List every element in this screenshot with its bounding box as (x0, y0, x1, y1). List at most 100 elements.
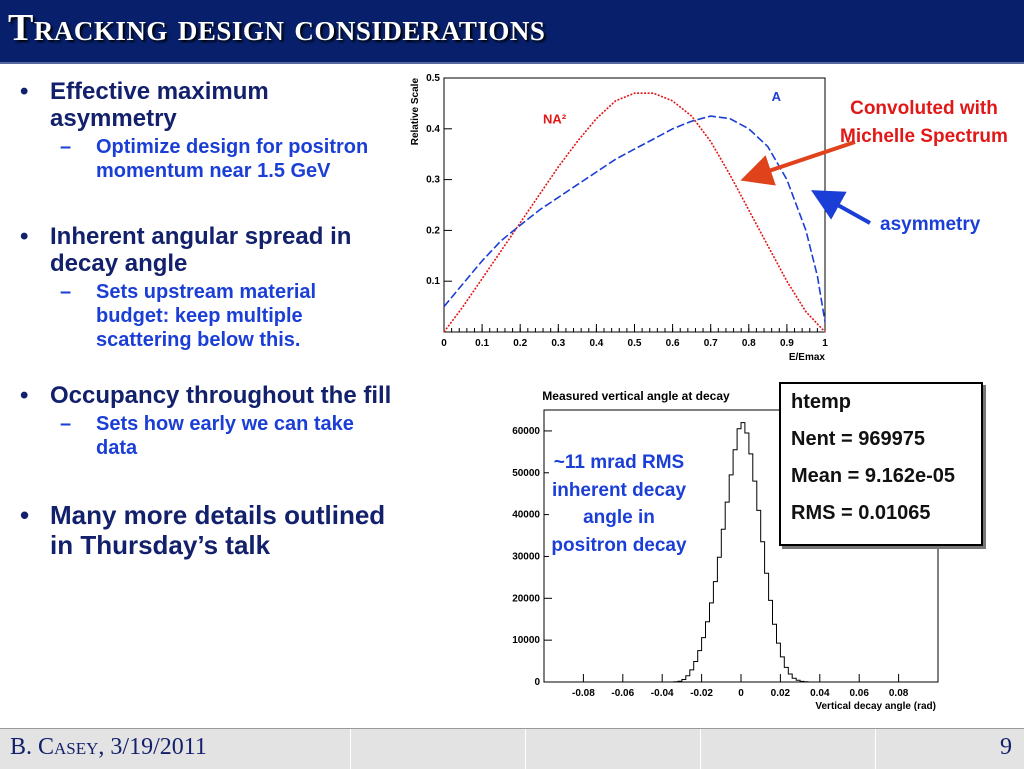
footer: B. Casey, 3/19/2011 9 (0, 728, 1024, 769)
sub-bullet-item: – Sets how early we can take data (14, 412, 394, 460)
histogram-bin (694, 661, 698, 682)
x-tick-label: 0.02 (771, 688, 791, 699)
rms-annotation: ~11 mrad RMS inherent decay angle in pos… (549, 449, 689, 559)
histogram-bin (745, 433, 749, 682)
footer-cell (350, 729, 526, 769)
y-tick-label: 60000 (512, 426, 540, 437)
sub-bullet-symbol: – (60, 135, 71, 159)
x-tick-label: 0.4 (589, 338, 603, 349)
stats-rms: RMS = 0.01065 (781, 495, 981, 532)
x-tick-label: 1 (822, 338, 828, 349)
histogram-bin (682, 679, 686, 682)
bullet-text: Many more details outlined in Thursday’s… (50, 500, 385, 560)
title-bar: Tracking design considerations (0, 0, 1024, 64)
y-tick-label: 20000 (512, 593, 540, 604)
footer-author: B. Casey, 3/19/2011 (10, 734, 207, 761)
histogram-bin (784, 667, 788, 682)
histogram-bin (713, 582, 717, 682)
histogram-title: Measured vertical angle at decay (542, 389, 730, 403)
footer-cell (525, 729, 701, 769)
histogram-bin (725, 502, 729, 682)
histogram-bin (678, 681, 682, 682)
histogram-bin (792, 678, 796, 682)
stats-name: htemp (781, 384, 981, 421)
x-tick-label: 0.7 (704, 338, 718, 349)
sub-bullet-text: Optimize design for positron momentum ne… (96, 136, 368, 182)
x-tick-label: 0.04 (810, 688, 830, 699)
histogram-bin (729, 475, 733, 682)
histogram-bin (776, 643, 780, 682)
bullet-text: Occupancy throughout the fill (50, 382, 391, 409)
histogram-bin (733, 450, 737, 682)
x-tick-label: 0.9 (780, 338, 794, 349)
asymmetry-annotation: asymmetry (880, 214, 980, 236)
series-label: A (772, 89, 782, 104)
histogram-bin (788, 674, 792, 682)
x-tick-label: 0.6 (666, 338, 680, 349)
x-axis-label: E/Emax (789, 352, 826, 363)
histogram-bin (780, 657, 784, 682)
sub-bullet-symbol: – (60, 412, 71, 436)
bullet-symbol: • (20, 382, 28, 409)
y-tick-label: 50000 (512, 468, 540, 479)
histogram-bin (753, 481, 757, 682)
bullet-item: • Effective maximum asymmetry (14, 78, 394, 132)
histogram-bin (698, 651, 702, 682)
series-label: NA² (543, 112, 567, 127)
histogram-bin (796, 680, 800, 682)
histogram-bin (773, 624, 777, 682)
x-tick-label: 0 (738, 688, 744, 699)
sub-bullet-symbol: – (60, 280, 71, 304)
bullet-text: Effective maximum asymmetry (50, 78, 269, 132)
page-number: 9 (1000, 734, 1012, 761)
bullet-symbol: • (20, 500, 29, 530)
x-tick-label: -0.06 (611, 688, 634, 699)
y-tick-label: 0.4 (426, 124, 440, 135)
stats-mean: Mean = 9.162e-05 (781, 458, 981, 495)
histogram-bin (761, 542, 765, 682)
sub-bullet-text: Sets upstream material budget: keep mult… (96, 281, 316, 351)
x-tick-label: 0.3 (551, 338, 565, 349)
sub-bullet-item: – Optimize design for positron momentum n… (14, 135, 394, 183)
sub-bullet-text: Sets how early we can take data (96, 413, 354, 459)
bullet-item: •Inherent angular spread in decay angle (14, 223, 394, 277)
sub-bullet-item: – Sets upstream material budget: keep mul… (14, 280, 394, 352)
y-tick-label: 40000 (512, 510, 540, 521)
x-axis-label: Vertical decay angle (rad) (815, 701, 936, 712)
slide-title: Tracking design considerations (8, 6, 545, 50)
x-tick-label: 0.06 (849, 688, 869, 699)
histogram-bin (757, 510, 761, 682)
histogram-bin (690, 670, 694, 682)
x-tick-label: -0.04 (651, 688, 674, 699)
histogram-bin (709, 603, 713, 682)
y-tick-label: 0.3 (426, 175, 440, 186)
x-tick-label: 0 (441, 338, 447, 349)
bullet-item: • Many more details outlined in Thursday’… (14, 500, 394, 560)
histogram-bin (702, 638, 706, 682)
y-axis-label: Relative Scale (410, 78, 421, 146)
bullet-list: • Effective maximum asymmetry – Optimize d… (14, 78, 394, 560)
histogram-bin (765, 573, 769, 682)
y-tick-label: 0.5 (426, 73, 440, 84)
y-tick-label: 0 (534, 677, 540, 688)
bullet-symbol: • (20, 78, 28, 105)
histogram-bin (686, 676, 690, 682)
histogram-bin (706, 622, 710, 682)
bullet-symbol: • (20, 223, 28, 250)
x-tick-label: 0.2 (513, 338, 527, 349)
x-tick-label: 0.1 (475, 338, 489, 349)
convoluted-annotation: Convoluted with Michelle Spectrum (826, 95, 1022, 151)
stats-box: htemp Nent = 969975 Mean = 9.162e-05 RMS… (779, 382, 983, 546)
x-tick-label: 0.5 (628, 338, 642, 349)
y-tick-label: 0.1 (426, 276, 440, 287)
histogram-bin (721, 529, 725, 682)
stats-nent: Nent = 969975 (781, 421, 981, 458)
y-tick-label: 10000 (512, 635, 540, 646)
bullet-item: • Occupancy throughout the fill (14, 382, 394, 409)
y-tick-label: 30000 (512, 551, 540, 562)
histogram-bin (749, 454, 753, 682)
histogram-bin (769, 600, 773, 682)
x-tick-label: -0.08 (572, 688, 595, 699)
x-tick-label: -0.02 (690, 688, 713, 699)
histogram-bin (737, 429, 741, 682)
